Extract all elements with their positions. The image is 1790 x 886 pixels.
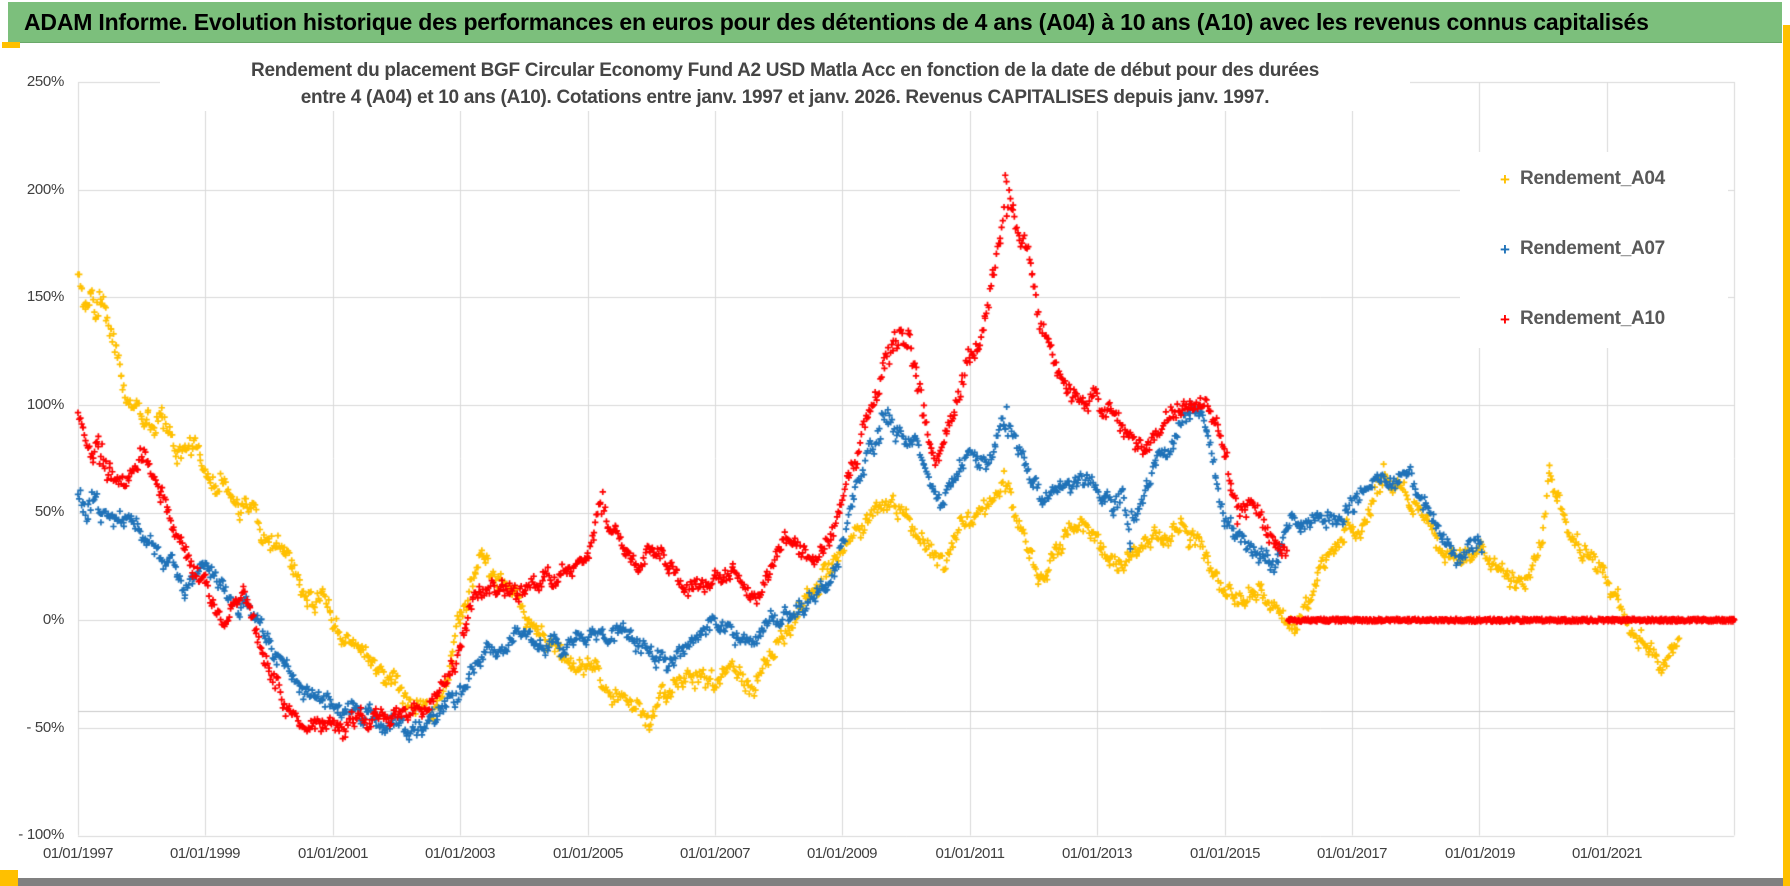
legend-label: Rendement_A04 (1519, 168, 1665, 189)
x-axis-label: 01/01/1997 (42, 845, 114, 862)
legend-item-a04: + Rendement_A04 (1500, 168, 1728, 190)
legend-label: Rendement_A07 (1519, 238, 1665, 259)
legend-label: Rendement_A10 (1519, 308, 1665, 329)
page-title: ADAM Informe. Evolution historique des p… (24, 8, 1649, 35)
x-axis-label: 01/01/2009 (806, 845, 878, 862)
x-axis-label: 01/01/2013 (1061, 845, 1133, 862)
y-axis-label: - 100% (18, 826, 64, 843)
x-axis-label: 01/01/2017 (1316, 845, 1388, 862)
y-axis-label: - 50% (26, 719, 64, 736)
plus-marker-icon: + (1500, 309, 1510, 329)
legend-item-a10: + Rendement_A10 (1500, 308, 1728, 330)
yellow-accent-tab (2, 42, 20, 48)
legend-item-a07: + Rendement_A07 (1500, 238, 1728, 260)
y-axis-label: 150% (26, 288, 64, 305)
y-axis-label: 250% (26, 73, 64, 90)
chart-title-line2: entre 4 (A04) et 10 ans (A10). Cotations… (300, 87, 1270, 108)
x-axis-label: 01/01/2015 (1189, 845, 1261, 862)
y-axis-label: 50% (34, 503, 64, 520)
header-bar: ADAM Informe. Evolution historique des p… (8, 2, 1782, 43)
y-axis-label: 100% (26, 396, 64, 413)
x-axis-label: 01/01/2011 (935, 845, 1005, 862)
x-axis-label: 01/01/2007 (679, 845, 751, 862)
plus-marker-icon: + (1500, 239, 1510, 259)
legend: + Rendement_A04 + Rendement_A07 + Rendem… (1460, 152, 1728, 348)
yellow-right-strip (1783, 25, 1790, 886)
x-axis-label: 01/01/2005 (552, 845, 624, 862)
x-axis-label: 01/01/2003 (424, 845, 496, 862)
y-axis-label: 200% (26, 181, 64, 198)
chart-title-line1: Rendement du placement BGF Circular Econ… (251, 60, 1319, 81)
x-axis-label: 01/01/2019 (1444, 845, 1516, 862)
x-axis-label: 01/01/1999 (169, 845, 241, 862)
x-axis-label: 01/01/2021 (1571, 845, 1643, 862)
x-axis-label: 01/01/2001 (297, 845, 369, 862)
bottom-gray-bar (0, 878, 1790, 886)
y-axis-label: 0% (42, 611, 64, 628)
yellow-bottom-left-square (0, 870, 18, 886)
plus-marker-icon: + (1500, 169, 1510, 189)
chart-title: Rendement du placement BGF Circular Econ… (160, 57, 1410, 111)
